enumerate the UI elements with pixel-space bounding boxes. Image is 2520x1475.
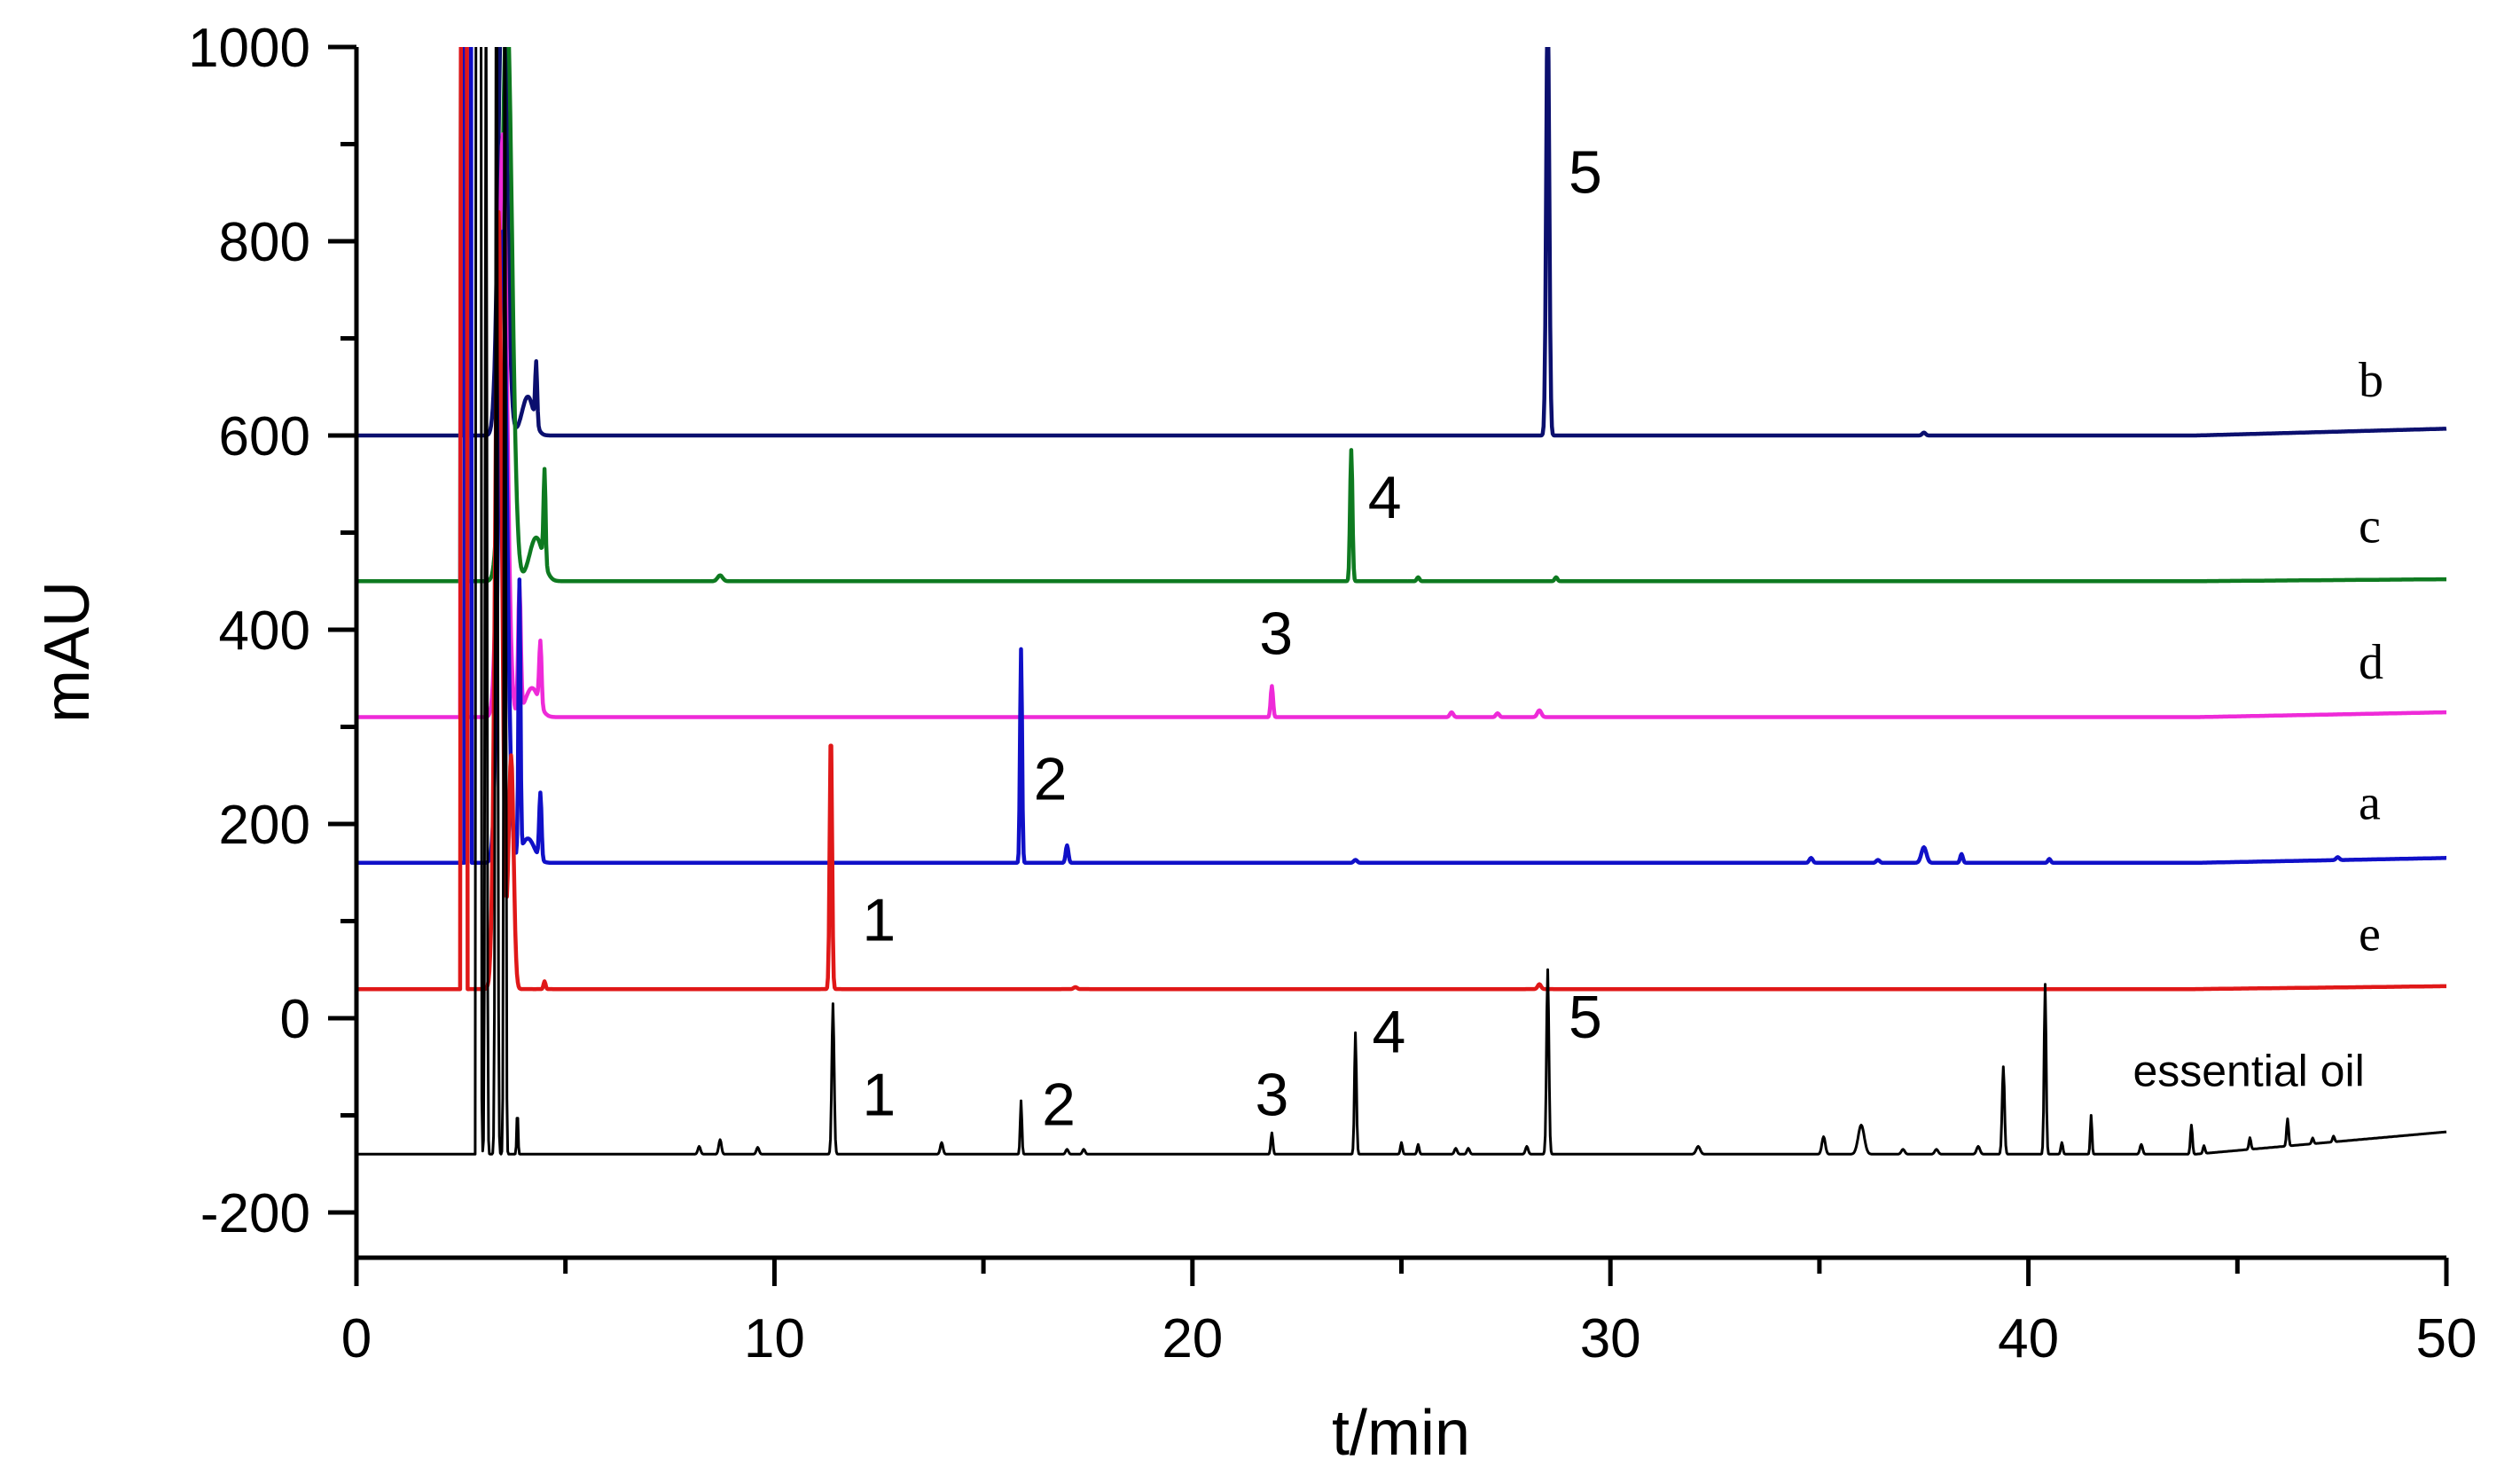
y-tick-label: 800 <box>219 212 310 273</box>
trace-b <box>356 47 2448 438</box>
peak-label-5: 5 <box>1569 138 1602 206</box>
x-axis-title: t/min <box>1332 1398 1470 1469</box>
trace-essential-oil <box>356 47 2447 1156</box>
axes: -200 0 200 400 600 800 1000 0 10 20 30 40 50 <box>188 18 2477 1369</box>
peak-label-3: 3 <box>1259 600 1293 667</box>
y-axis-title: mAU <box>32 581 103 723</box>
trace-label-e: e <box>2359 906 2381 961</box>
peak-label-4: 4 <box>1368 464 1402 531</box>
peak-label-4: 4 <box>1373 998 1406 1065</box>
trace-e <box>356 47 2448 992</box>
y-tick-label: 400 <box>219 600 310 662</box>
trace-d <box>356 47 2448 719</box>
annotations: b c d a e essential oil 5 4 3 2 1 1 2 3 4 5 <box>862 138 2383 1138</box>
x-tick-label: 10 <box>744 1308 805 1369</box>
y-tick-label: 0 <box>280 989 310 1050</box>
x-tick-label: 0 <box>341 1308 372 1369</box>
trace-a <box>356 47 2448 866</box>
x-tick-label: 30 <box>1580 1308 1641 1369</box>
x-tick-label: 20 <box>1162 1308 1223 1369</box>
trace-label-c: c <box>2359 498 2381 553</box>
trace-label-b: b <box>2359 353 2383 408</box>
y-tick-label: 200 <box>219 795 310 856</box>
peak-label-1: 1 <box>862 886 896 953</box>
y-tick-label: 1000 <box>188 18 310 79</box>
y-tick-label: 600 <box>219 406 310 467</box>
y-tick-label: -200 <box>200 1183 310 1244</box>
chromatogram-traces <box>356 47 2448 1156</box>
peak-label-3: 3 <box>1256 1062 1289 1129</box>
peak-label-2: 2 <box>1042 1071 1076 1138</box>
trace-label-d: d <box>2359 635 2383 690</box>
peak-label-5: 5 <box>1569 984 1602 1051</box>
x-tick-label: 40 <box>1998 1308 2059 1369</box>
peak-label-1: 1 <box>862 1062 896 1129</box>
trace-c <box>356 47 2448 584</box>
trace-label-a: a <box>2359 776 2381 831</box>
trace-label-essential-oil: essential oil <box>2133 1047 2364 1096</box>
peak-label-2: 2 <box>1034 746 1068 813</box>
x-tick-label: 50 <box>2416 1308 2477 1369</box>
